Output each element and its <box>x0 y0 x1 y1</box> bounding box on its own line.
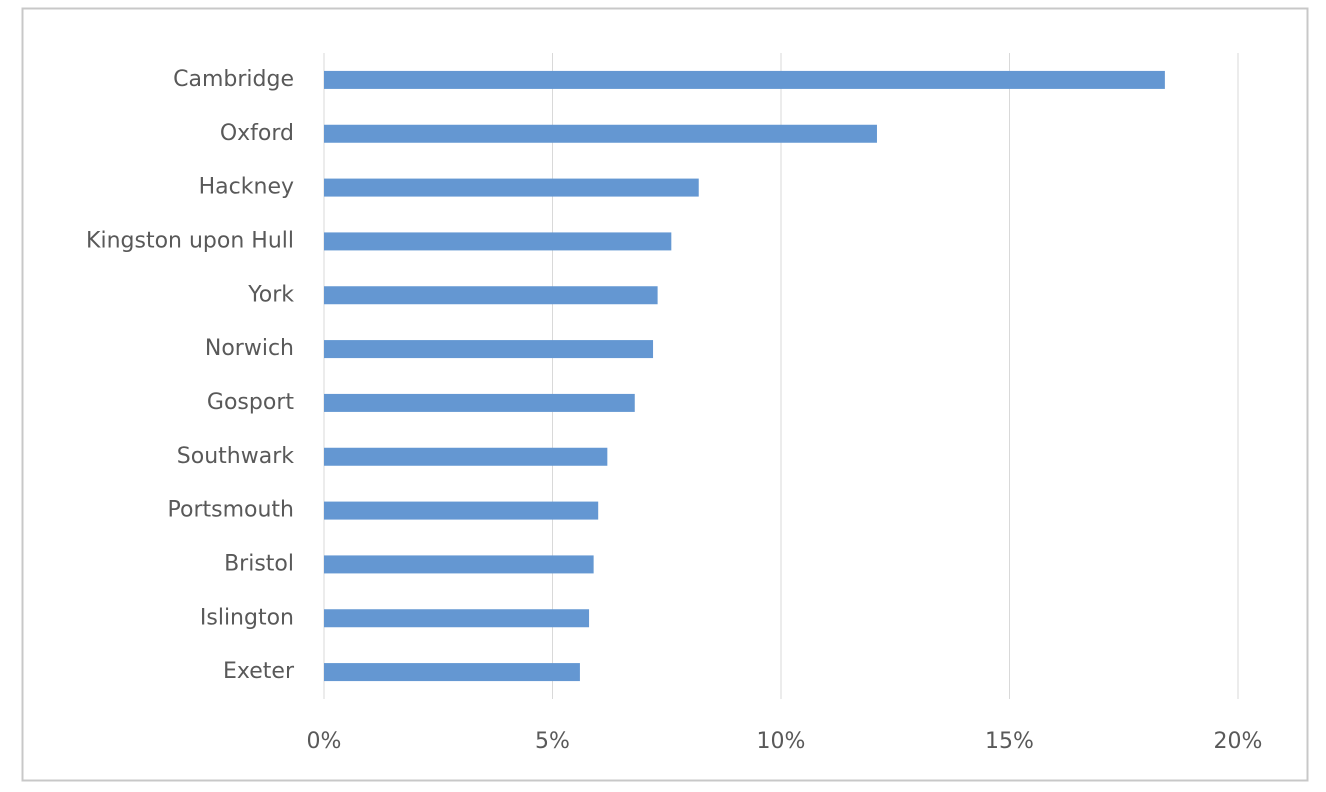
bar <box>324 286 658 305</box>
bar <box>324 555 594 574</box>
bar <box>324 232 672 251</box>
x-tick-label: 20% <box>1214 729 1263 754</box>
bar <box>324 501 599 520</box>
y-tick-label: Hackney <box>199 175 294 200</box>
y-tick-label: Portsmouth <box>168 498 294 523</box>
bar <box>324 609 590 628</box>
y-tick-label: Kingston upon Hull <box>86 228 294 253</box>
y-tick-label: Gosport <box>207 390 294 415</box>
bar <box>324 663 580 682</box>
bar <box>324 447 608 466</box>
bar <box>324 340 654 359</box>
x-tick-label: 15% <box>985 729 1034 754</box>
x-tick-label: 5% <box>535 729 570 754</box>
x-tick-label: 0% <box>307 729 342 754</box>
bar <box>324 178 699 197</box>
y-tick-label: Islington <box>200 605 294 630</box>
y-tick-label: Southwark <box>177 444 294 469</box>
bar <box>324 124 877 143</box>
y-tick-label: Exeter <box>223 659 295 684</box>
y-tick-label: Oxford <box>220 121 294 146</box>
y-tick-label: Bristol <box>224 551 294 576</box>
x-tick-label: 10% <box>757 729 806 754</box>
bar <box>324 393 635 412</box>
y-tick-label: Norwich <box>205 336 294 361</box>
y-tick-label: York <box>247 282 294 307</box>
bar <box>324 70 1165 89</box>
y-tick-label: Cambridge <box>173 67 294 92</box>
